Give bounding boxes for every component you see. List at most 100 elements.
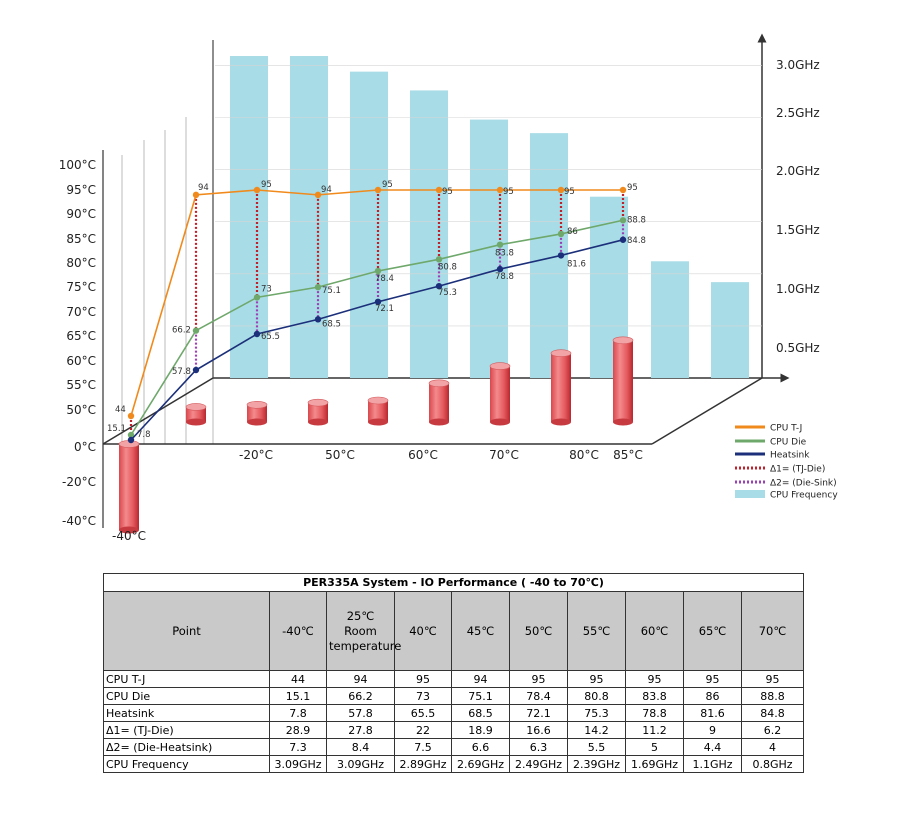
series-point-die bbox=[619, 217, 627, 224]
x-axis-label: 60°C bbox=[408, 448, 438, 462]
table-cell: 80.8 bbox=[567, 687, 626, 705]
table-cell: 83.8 bbox=[625, 687, 684, 705]
delta-cylinder-body bbox=[308, 402, 328, 422]
point-label-die: 83.8 bbox=[495, 249, 514, 259]
series-point-tj bbox=[557, 186, 565, 194]
point-label-tj: 95 bbox=[261, 180, 272, 190]
table-row: Δ1= (TJ-Die) 28.9 27.8 22 18.9 16.6 14.2 11.2 9 6… bbox=[103, 721, 804, 739]
table-column-header: 60℃ bbox=[625, 591, 684, 671]
point-label-tj: 95 bbox=[564, 187, 575, 197]
table-cell: 73 bbox=[394, 687, 452, 705]
table-cell: 44 bbox=[269, 670, 327, 688]
x-axis-label: 70°C bbox=[489, 448, 519, 462]
performance-table-wrap: PER335A System - IO Performance ( -40 to… bbox=[103, 573, 804, 773]
delta-cylinder-top bbox=[612, 336, 634, 345]
table-cell: 75.3 bbox=[567, 704, 626, 722]
cpu-frequency-bar bbox=[651, 261, 689, 378]
point-label-sink: 65.5 bbox=[261, 332, 280, 342]
point-label-sink: 81.6 bbox=[567, 259, 586, 269]
left-axis-tick-label: 65°C bbox=[66, 329, 96, 343]
point-label-tj: 95 bbox=[627, 183, 638, 193]
table-cell: 4 bbox=[741, 738, 804, 756]
right-axis-tick-label: 1.5GHz bbox=[776, 223, 820, 237]
delta-cylinders bbox=[118, 336, 634, 534]
performance-table: PER335A System - IO Performance ( -40 to… bbox=[103, 573, 804, 773]
series-point-die bbox=[496, 241, 504, 248]
point-label-die: 86 bbox=[567, 227, 578, 237]
table-cell: 14.2 bbox=[567, 721, 626, 739]
point-label-sink: 57.8 bbox=[172, 367, 191, 377]
table-title: PER335A System - IO Performance ( -40 to… bbox=[103, 573, 804, 592]
series-point-die bbox=[127, 431, 135, 439]
table-cell: 1.1GHz bbox=[683, 755, 742, 773]
left-axis-tick-label: 55°C bbox=[66, 378, 96, 392]
point-label-tj: 95 bbox=[442, 187, 453, 197]
delta-cylinder-body bbox=[119, 444, 139, 530]
table-column-header: -40℃ bbox=[269, 591, 327, 671]
table-cell: 7.3 bbox=[269, 738, 327, 756]
table-cell: 28.9 bbox=[269, 721, 327, 739]
table-cell: 72.1 bbox=[509, 704, 568, 722]
delta-cylinder-base bbox=[551, 418, 571, 426]
table-column-header: 50℃ bbox=[509, 591, 568, 671]
table-cell: 27.8 bbox=[326, 721, 395, 739]
left-axis-tick-label: 70°C bbox=[66, 305, 96, 319]
left-axis-tick-label: 0°C bbox=[74, 440, 96, 454]
delta-cylinder-base bbox=[186, 418, 206, 426]
delta-cylinder-body bbox=[613, 340, 633, 422]
x-axis-label: 80°C bbox=[569, 448, 599, 462]
table-cell: 22 bbox=[394, 721, 452, 739]
cpu-frequency-bar bbox=[230, 56, 268, 378]
table-row-label: Heatsink bbox=[103, 704, 270, 722]
temperature-lines: 44 94 95 94 95 95 95 95 95 15.1 66.2 73 75.1 78.4 80.8… bbox=[107, 180, 646, 444]
table-cell: 95 bbox=[394, 670, 452, 688]
point-label-sink: 7.8 bbox=[137, 430, 151, 440]
point-label-tj: 94 bbox=[198, 183, 209, 193]
x-axis-label: 50°C bbox=[325, 448, 355, 462]
series-point-die bbox=[192, 327, 200, 334]
series-point-tj bbox=[619, 186, 627, 194]
table-cell: 95 bbox=[625, 670, 684, 688]
table-cell: 11.2 bbox=[625, 721, 684, 739]
delta-cylinder-top bbox=[550, 349, 572, 358]
table-row: CPU T-J 44 94 95 94 95 95 95 95 95 bbox=[103, 670, 804, 688]
table-cell: 3.09GHz bbox=[326, 755, 395, 773]
delta-cylinder-body bbox=[247, 404, 267, 422]
delta-cylinder-top bbox=[246, 400, 268, 409]
table-cell: 95 bbox=[741, 670, 804, 688]
point-label-sink: 78.8 bbox=[495, 272, 514, 282]
point-label-sink: 84.8 bbox=[627, 236, 646, 246]
delta-cylinder-top bbox=[428, 379, 450, 388]
x-axis-label: -20°C bbox=[239, 448, 273, 462]
table-row: Heatsink 7.8 57.8 65.5 68.5 72.1 75.3 78.8 81.6 8… bbox=[103, 704, 804, 722]
delta-cylinder-base bbox=[368, 418, 388, 426]
table-cell: 68.5 bbox=[451, 704, 510, 722]
series-point-tj bbox=[253, 186, 261, 194]
table-row-label: CPU T-J bbox=[103, 670, 270, 688]
left-axis-tick-label: -40°C bbox=[62, 514, 96, 528]
legend-swatch-box bbox=[735, 490, 765, 498]
point-label-sink: 68.5 bbox=[322, 319, 341, 329]
delta-cylinder-body bbox=[429, 383, 449, 422]
table-cell: 66.2 bbox=[326, 687, 395, 705]
right-axis-tick-label: 2.0GHz bbox=[776, 164, 820, 178]
table-cell: 65.5 bbox=[394, 704, 452, 722]
delta-cylinder-top bbox=[185, 403, 207, 411]
series-point-die bbox=[314, 283, 322, 291]
series-point-sink bbox=[557, 252, 565, 259]
table-cell: 2.89GHz bbox=[394, 755, 452, 773]
series-point-tj bbox=[496, 186, 504, 194]
table-cell: 2.69GHz bbox=[451, 755, 510, 773]
table-row-label: CPU Frequency bbox=[103, 755, 270, 773]
left-axis-tick-label: 100°C bbox=[59, 158, 96, 172]
left-axis-tick-label: 80°C bbox=[66, 256, 96, 270]
table-row-label: CPU Die bbox=[103, 687, 270, 705]
table-body: CPU T-J 44 94 95 94 95 95 95 95 95 CPU Die 15.1 66.2… bbox=[103, 670, 804, 773]
table-column-header: 55℃ bbox=[567, 591, 626, 671]
legend-label: Δ1= (TJ-Die) bbox=[770, 465, 825, 475]
series-point-die bbox=[435, 256, 443, 263]
right-axis-tick-label: 3.0GHz bbox=[776, 58, 820, 72]
left-axis-tick-label: -20°C bbox=[62, 475, 96, 489]
table-row: Δ2= (Die-Heatsink) 7.3 8.4 7.5 6.6 6.3 5.5 5 4.4… bbox=[103, 738, 804, 756]
cpu-frequency-bar bbox=[711, 282, 749, 378]
